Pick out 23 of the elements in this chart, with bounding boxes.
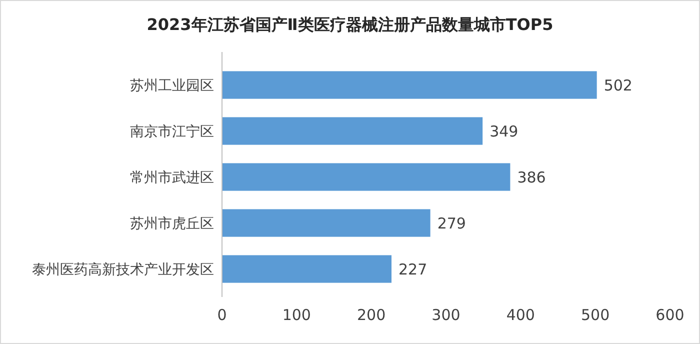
chart-title: 2023年江苏省国产Ⅱ类医疗器械注册产品数量城市TOP5 xyxy=(146,15,554,34)
data-label: 386 xyxy=(517,168,546,186)
bar xyxy=(222,255,392,283)
data-label: 349 xyxy=(490,122,518,140)
bar xyxy=(222,209,430,237)
y-tick-label: 苏州工业园区 xyxy=(130,78,214,94)
bar xyxy=(222,71,597,99)
y-tick-label: 苏州市虎丘区 xyxy=(130,216,214,232)
x-tick-label: 500 xyxy=(581,306,610,324)
x-tick-label: 0 xyxy=(217,306,227,324)
x-tick-label: 100 xyxy=(282,306,311,324)
bar xyxy=(222,163,510,191)
bar xyxy=(222,117,483,145)
data-label: 279 xyxy=(437,214,466,232)
y-tick-label: 常州市武进区 xyxy=(130,170,214,186)
y-tick-label: 南京市江宁区 xyxy=(130,124,214,140)
x-tick-label: 300 xyxy=(432,306,460,324)
data-label: 502 xyxy=(604,76,632,94)
x-tick-label: 200 xyxy=(357,306,386,324)
y-tick-label: 泰州医药高新技术产业开发区 xyxy=(32,262,214,278)
x-tick-label: 600 xyxy=(656,306,684,324)
x-tick-label: 400 xyxy=(506,306,535,324)
data-label: 227 xyxy=(398,260,428,278)
